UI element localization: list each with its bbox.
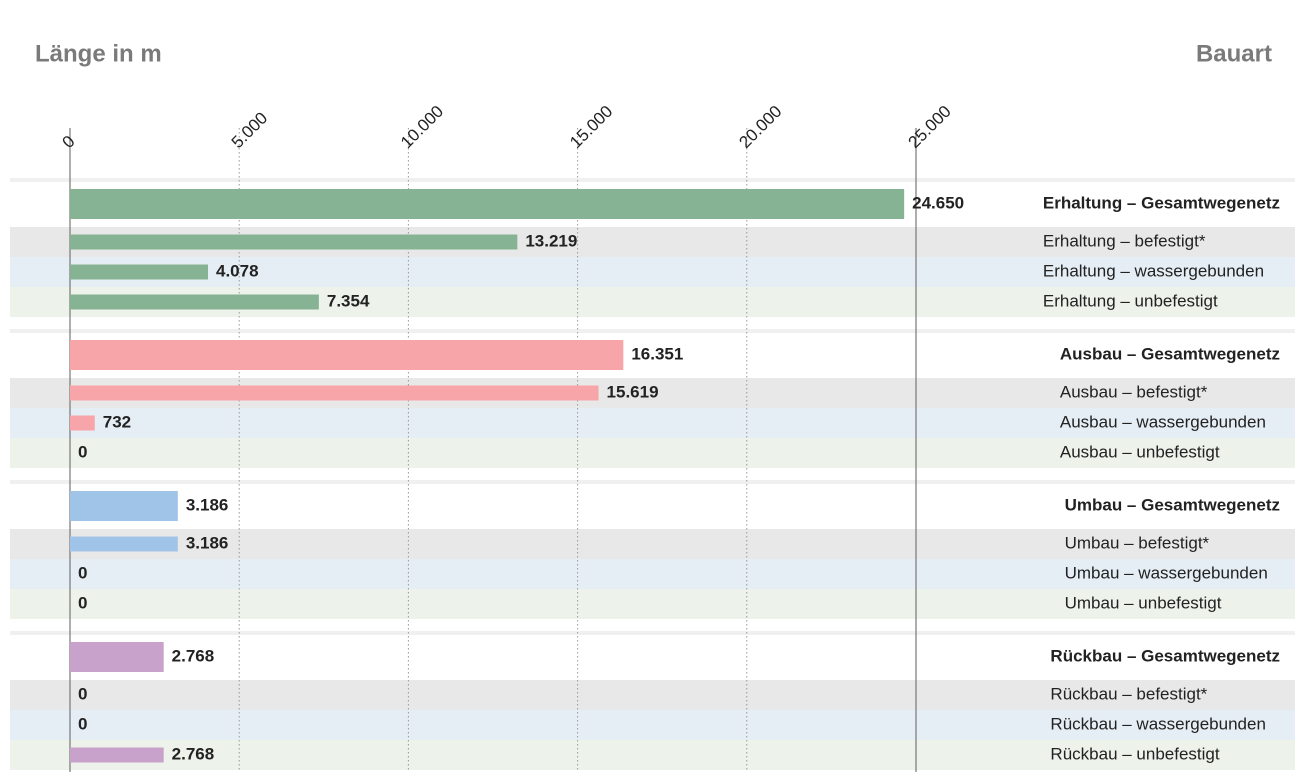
row-band (10, 257, 1295, 287)
group-shadow (10, 178, 1295, 182)
category-label: Rückbau – Gesamtwegenetz (1050, 646, 1280, 665)
bar (70, 642, 164, 672)
bar (70, 294, 319, 310)
category-label: Rückbau – befestigt* (1050, 684, 1207, 703)
row-band (10, 529, 1295, 559)
bar (70, 340, 624, 370)
row-band (10, 740, 1295, 770)
row-band (10, 408, 1295, 438)
category-label: Erhaltung – wassergebunden (1043, 261, 1264, 280)
row-band (10, 589, 1295, 619)
bar (70, 491, 178, 521)
category-label: Umbau – befestigt* (1065, 533, 1210, 552)
value-label: 15.619 (607, 382, 659, 401)
bar (70, 747, 164, 763)
category-label: Ausbau – wassergebunden (1060, 412, 1266, 431)
value-label: 2.768 (172, 646, 215, 665)
row-band (10, 710, 1295, 740)
bar (70, 385, 599, 401)
bar (70, 189, 905, 219)
value-label: 0 (78, 593, 87, 612)
value-label: 0 (78, 714, 87, 733)
category-label: Umbau – wassergebunden (1065, 563, 1268, 582)
bar (70, 234, 518, 250)
group-shadow (10, 631, 1295, 635)
category-label: Erhaltung – unbefestigt (1043, 291, 1218, 310)
category-label: Rückbau – unbefestigt (1050, 744, 1219, 763)
row-band (10, 559, 1295, 589)
value-label: 7.354 (327, 291, 370, 310)
value-label: 4.078 (216, 261, 259, 280)
value-label: 16.351 (631, 344, 683, 363)
category-label: Ausbau – befestigt* (1060, 382, 1208, 401)
group-shadow (10, 480, 1295, 484)
axis-title: Länge in m (35, 40, 162, 67)
row-band (10, 680, 1295, 710)
row-band (10, 484, 1295, 529)
category-label: Ausbau – unbefestigt (1060, 442, 1220, 461)
bar (70, 264, 208, 280)
value-label: 13.219 (525, 231, 577, 250)
category-label: Umbau – Gesamtwegenetz (1065, 495, 1280, 514)
row-band (10, 438, 1295, 468)
category-label: Rückbau – wassergebunden (1050, 714, 1265, 733)
category-label: Erhaltung – Gesamtwegenetz (1043, 193, 1280, 212)
value-label: 3.186 (186, 495, 229, 514)
value-label: 0 (78, 442, 87, 461)
value-label: 0 (78, 684, 87, 703)
category-title: Bauart (1196, 40, 1272, 67)
bar (70, 536, 178, 552)
bar (70, 415, 95, 431)
category-label: Erhaltung – befestigt* (1043, 231, 1206, 250)
category-label: Ausbau – Gesamtwegenetz (1060, 344, 1280, 363)
group-shadow (10, 329, 1295, 333)
value-label: 2.768 (172, 744, 215, 763)
value-label: 0 (78, 563, 87, 582)
row-band (10, 635, 1295, 680)
value-label: 732 (103, 412, 131, 431)
category-label: Umbau – unbefestigt (1065, 593, 1222, 612)
value-label: 24.650 (912, 193, 964, 212)
value-label: 3.186 (186, 533, 229, 552)
